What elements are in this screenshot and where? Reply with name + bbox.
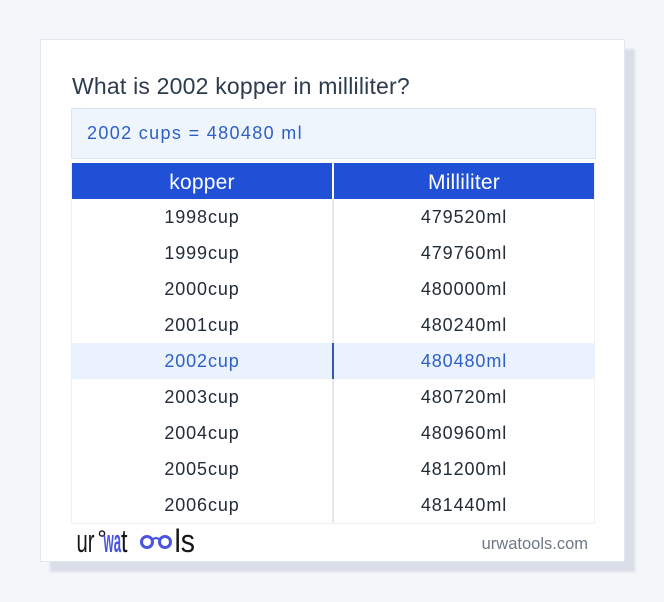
svg-text:ur: ur (77, 525, 95, 559)
svg-text:t: t (121, 525, 128, 559)
svg-text:wa: wa (103, 525, 121, 559)
svg-text:ls: ls (175, 525, 196, 559)
